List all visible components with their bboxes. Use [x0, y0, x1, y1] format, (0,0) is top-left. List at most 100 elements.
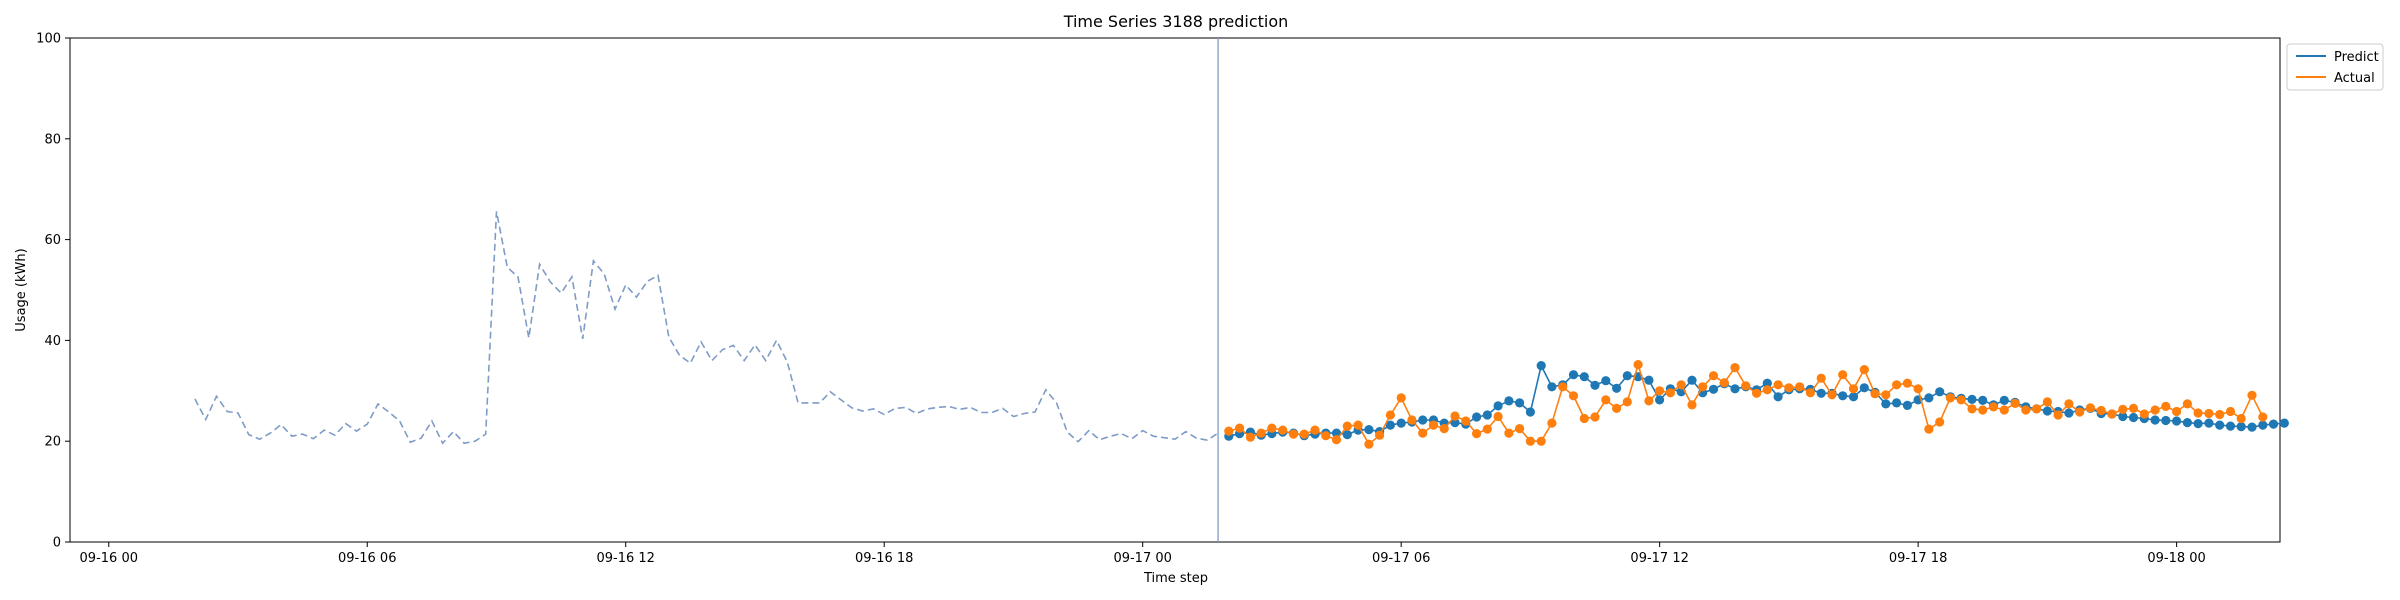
point-actual — [2075, 407, 2085, 417]
point-actual — [2204, 408, 2214, 419]
point-predict — [1622, 371, 1632, 381]
point-predict — [1892, 398, 1902, 408]
point-actual — [1299, 429, 1309, 439]
point-actual — [2053, 410, 2063, 420]
point-actual — [1525, 436, 1535, 446]
point-predict — [1418, 415, 1428, 425]
x-tick-label: 09-16 12 — [597, 551, 655, 566]
point-actual — [2042, 397, 2052, 407]
point-actual — [2161, 401, 2171, 411]
legend-label-predict: Predict — [2334, 50, 2379, 65]
point-predict — [2182, 418, 2192, 428]
point-actual — [1288, 429, 1299, 439]
point-predict — [2128, 412, 2139, 423]
point-actual — [1741, 381, 1751, 391]
point-actual — [2032, 404, 2042, 414]
point-actual — [1224, 426, 1234, 436]
y-tick-label: 60 — [44, 233, 61, 248]
x-tick-label: 09-18 00 — [2147, 551, 2205, 566]
point-predict — [1504, 396, 1514, 406]
point-actual — [2010, 398, 2020, 408]
point-actual — [1859, 365, 1869, 375]
point-actual — [1407, 415, 1417, 425]
y-tick-label: 80 — [44, 132, 61, 147]
point-predict — [1881, 399, 1891, 409]
point-actual — [2064, 399, 2074, 409]
point-predict — [1472, 412, 1482, 422]
point-actual — [1493, 411, 1503, 422]
point-predict — [1493, 401, 1503, 411]
y-axis: 0 20 40 60 80 100 — [36, 32, 70, 551]
point-actual — [2236, 413, 2246, 424]
point-predict — [1525, 407, 1535, 417]
point-predict — [1859, 383, 1869, 393]
point-predict — [1935, 387, 1945, 397]
point-predict — [1547, 382, 1557, 392]
point-actual — [1945, 393, 1955, 403]
point-actual — [2215, 409, 2225, 420]
point-actual — [1902, 378, 1912, 388]
y-tick-label: 20 — [44, 435, 61, 450]
point-actual — [1428, 420, 1439, 430]
point-actual — [1644, 396, 1654, 406]
point-actual — [1418, 428, 1428, 438]
point-actual — [1364, 439, 1374, 449]
point-actual — [1698, 382, 1708, 392]
point-actual — [1881, 390, 1891, 400]
point-actual — [1967, 404, 1977, 414]
point-actual — [2172, 406, 2182, 417]
point-actual — [1762, 385, 1772, 395]
y-tick-label: 100 — [36, 32, 61, 47]
point-actual — [1752, 388, 1762, 398]
point-predict — [1708, 384, 1719, 394]
point-actual — [2139, 409, 2149, 419]
point-actual — [1310, 425, 1320, 435]
point-actual — [1450, 411, 1460, 421]
point-predict — [2118, 411, 2128, 422]
history-line — [194, 211, 1219, 445]
point-actual — [1708, 371, 1719, 381]
point-predict — [2042, 406, 2052, 416]
y-tick-label: 0 — [53, 536, 61, 551]
point-actual — [1331, 435, 1342, 445]
point-actual — [1375, 430, 1385, 440]
y-axis-label: Usage (kWh) — [14, 248, 29, 331]
point-actual — [1913, 384, 1923, 394]
point-actual — [1999, 405, 2009, 415]
point-actual — [1784, 383, 1794, 393]
point-actual — [2085, 403, 2095, 413]
point-actual — [1590, 412, 1600, 422]
point-actual — [2150, 405, 2160, 415]
point-predict — [1730, 384, 1740, 394]
x-tick-label: 09-17 12 — [1630, 551, 1688, 566]
point-predict — [2279, 418, 2289, 428]
point-predict — [1385, 420, 1395, 430]
point-actual — [1267, 423, 1277, 433]
point-predict — [1687, 375, 1697, 385]
point-actual — [1235, 423, 1245, 433]
plot-area — [69, 37, 2281, 543]
point-predict — [1902, 400, 1912, 410]
point-actual — [2021, 405, 2031, 415]
point-actual — [1353, 420, 1363, 430]
point-actual — [1988, 402, 1999, 412]
point-predict — [1848, 392, 1859, 402]
point-actual — [1848, 384, 1859, 394]
point-actual — [1504, 428, 1514, 438]
point-actual — [2107, 409, 2117, 419]
x-axis-label: Time step — [1143, 571, 1208, 586]
point-predict — [1590, 380, 1600, 390]
x-axis: 09-16 00 09-16 06 09-16 12 09-16 18 09-17 00… — [80, 542, 2206, 566]
point-actual — [1622, 397, 1632, 407]
point-predict — [2172, 416, 2182, 426]
point-actual — [1978, 405, 1988, 415]
point-actual — [2096, 405, 2106, 416]
point-predict — [2161, 415, 2171, 426]
point-predict — [2193, 419, 2203, 429]
point-predict — [1999, 395, 2009, 405]
legend: Predict Actual — [2286, 43, 2384, 91]
point-actual — [1579, 413, 1589, 424]
series-layer — [194, 38, 2289, 542]
point-actual — [2128, 403, 2139, 413]
